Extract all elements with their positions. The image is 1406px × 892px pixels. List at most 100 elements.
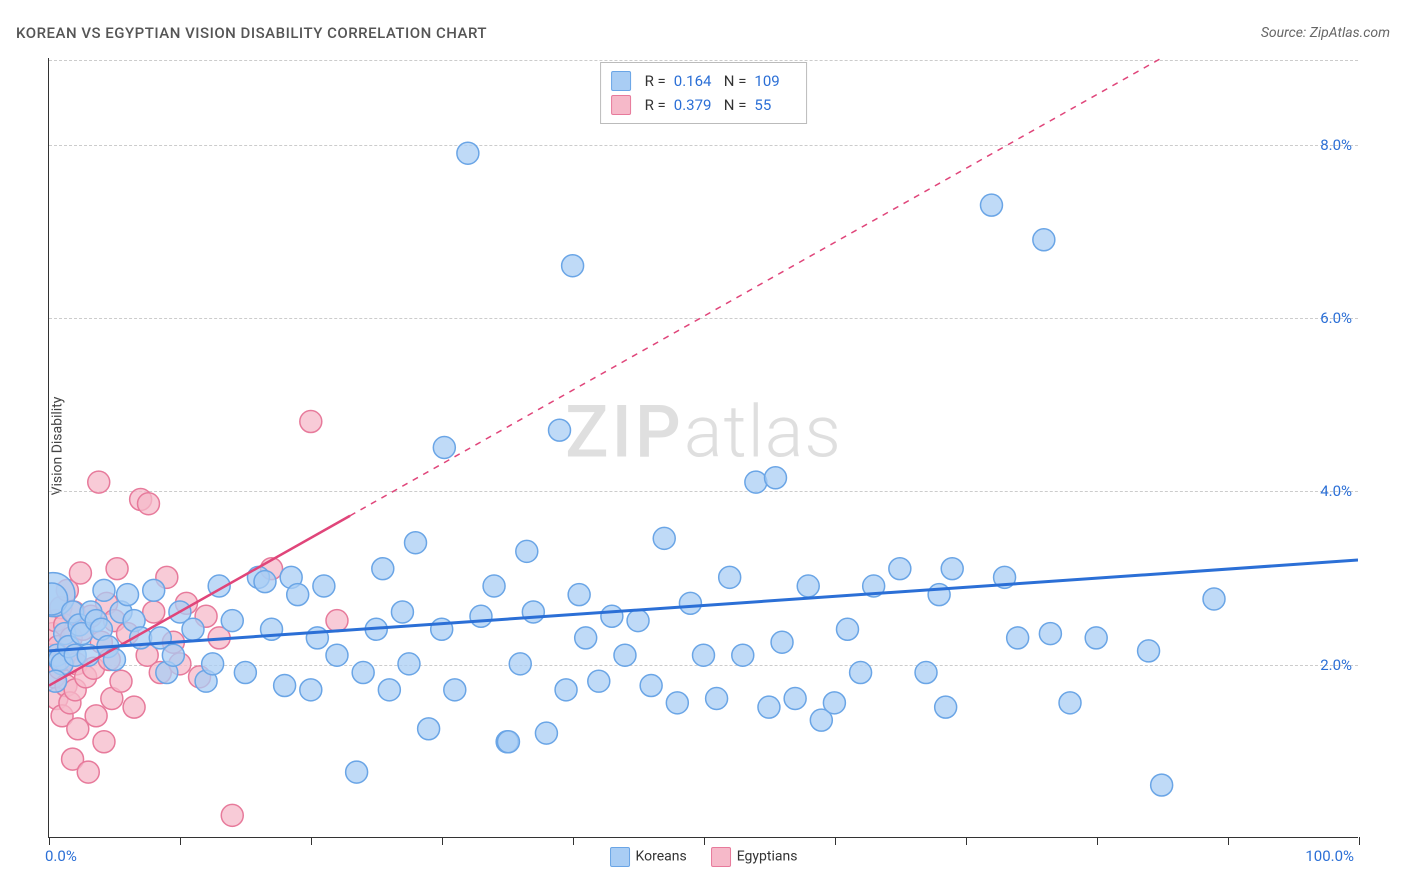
chart-title: KOREAN VS EGYPTIAN VISION DISABILITY COR… bbox=[16, 24, 487, 42]
scatter-point bbox=[719, 566, 741, 588]
scatter-point bbox=[117, 584, 139, 606]
scatter-point bbox=[300, 411, 322, 433]
x-tick bbox=[704, 837, 705, 845]
scatter-point bbox=[106, 558, 128, 580]
scatter-point bbox=[1059, 692, 1081, 714]
x-axis-min-label: 0.0% bbox=[45, 847, 77, 865]
scatter-point bbox=[823, 692, 845, 714]
x-tick bbox=[1228, 837, 1229, 845]
scatter-point bbox=[1151, 774, 1173, 796]
n-value: 109 bbox=[754, 69, 796, 93]
scatter-point bbox=[575, 627, 597, 649]
legend-swatch bbox=[711, 847, 731, 867]
scatter-point bbox=[137, 493, 159, 515]
x-tick bbox=[835, 837, 836, 845]
x-tick bbox=[1097, 837, 1098, 845]
scatter-point bbox=[732, 644, 754, 666]
source-attribution: Source: ZipAtlas.com bbox=[1261, 25, 1390, 41]
scatter-point bbox=[143, 579, 165, 601]
scatter-point bbox=[234, 662, 256, 684]
scatter-point bbox=[1007, 627, 1029, 649]
x-tick bbox=[442, 837, 443, 845]
scatter-point bbox=[67, 718, 89, 740]
correlation-legend-row: R = 0.379 N = 55 bbox=[611, 93, 797, 117]
scatter-point bbox=[765, 467, 787, 489]
legend-swatch bbox=[610, 847, 630, 867]
scatter-point bbox=[509, 653, 531, 675]
x-tick bbox=[1359, 837, 1360, 845]
scatter-point bbox=[326, 644, 348, 666]
correlation-legend: R = 0.164 N = 109R = 0.379 N = 55 bbox=[600, 62, 808, 124]
scatter-point bbox=[1085, 627, 1107, 649]
scatter-point bbox=[378, 679, 400, 701]
trend-line-dashed bbox=[350, 58, 1162, 516]
scatter-point bbox=[758, 696, 780, 718]
scatter-point bbox=[143, 601, 165, 623]
scatter-point bbox=[549, 419, 571, 441]
scatter-point bbox=[797, 575, 819, 597]
scatter-point bbox=[889, 558, 911, 580]
n-label: N = bbox=[724, 69, 747, 93]
chart-container: KOREAN VS EGYPTIAN VISION DISABILITY COR… bbox=[0, 0, 1406, 892]
scatter-point bbox=[640, 675, 662, 697]
scatter-point bbox=[398, 653, 420, 675]
scatter-point bbox=[326, 610, 348, 632]
scatter-point bbox=[123, 696, 145, 718]
scatter-point bbox=[568, 584, 590, 606]
scatter-point bbox=[88, 471, 110, 493]
scatter-point bbox=[771, 631, 793, 653]
scatter-point bbox=[470, 605, 492, 627]
scatter-point bbox=[352, 662, 374, 684]
x-tick bbox=[573, 837, 574, 845]
scatter-point bbox=[614, 644, 636, 666]
legend-item: Egyptians bbox=[711, 847, 798, 867]
scatter-point bbox=[679, 592, 701, 614]
scatter-point bbox=[745, 471, 767, 493]
scatter-point bbox=[980, 194, 1002, 216]
scatter-point bbox=[300, 679, 322, 701]
r-value: 0.164 bbox=[674, 69, 716, 93]
scatter-point bbox=[162, 644, 184, 666]
scatter-point bbox=[1033, 229, 1055, 251]
scatter-point bbox=[706, 688, 728, 710]
scatter-point bbox=[555, 679, 577, 701]
scatter-point bbox=[221, 804, 243, 826]
scatter-point bbox=[182, 618, 204, 640]
x-axis-max-label: 100.0% bbox=[1305, 847, 1354, 865]
scatter-point bbox=[601, 605, 623, 627]
r-value: 0.379 bbox=[674, 93, 716, 117]
scatter-point bbox=[457, 142, 479, 164]
scatter-point bbox=[405, 532, 427, 554]
plot-area: ZIPatlas 2.0%4.0%6.0%8.0% 0.0% 100.0% Ko… bbox=[48, 58, 1358, 838]
scatter-point bbox=[431, 618, 453, 640]
scatter-point bbox=[693, 644, 715, 666]
scatter-point bbox=[562, 255, 584, 277]
scatter-point bbox=[391, 601, 413, 623]
scatter-point bbox=[69, 562, 91, 584]
x-tick bbox=[311, 837, 312, 845]
n-label: N = bbox=[724, 93, 747, 117]
scatter-point bbox=[653, 527, 675, 549]
scatter-point bbox=[372, 558, 394, 580]
scatter-point bbox=[497, 731, 519, 753]
scatter-point bbox=[935, 696, 957, 718]
scatter-point bbox=[535, 722, 557, 744]
x-tick bbox=[49, 837, 50, 845]
r-label: R = bbox=[645, 93, 666, 117]
scatter-point bbox=[1203, 588, 1225, 610]
plot-svg bbox=[49, 58, 1358, 837]
legend-label: Egyptians bbox=[737, 849, 798, 865]
scatter-point bbox=[928, 584, 950, 606]
scatter-point bbox=[274, 675, 296, 697]
scatter-point bbox=[941, 558, 963, 580]
scatter-point bbox=[77, 761, 99, 783]
scatter-point bbox=[627, 610, 649, 632]
n-value: 55 bbox=[754, 93, 796, 117]
header-row: KOREAN VS EGYPTIAN VISION DISABILITY COR… bbox=[16, 18, 1390, 48]
scatter-point bbox=[836, 618, 858, 640]
scatter-point bbox=[93, 579, 115, 601]
scatter-point bbox=[1138, 640, 1160, 662]
scatter-point bbox=[433, 437, 455, 459]
scatter-point bbox=[516, 540, 538, 562]
scatter-point bbox=[784, 688, 806, 710]
